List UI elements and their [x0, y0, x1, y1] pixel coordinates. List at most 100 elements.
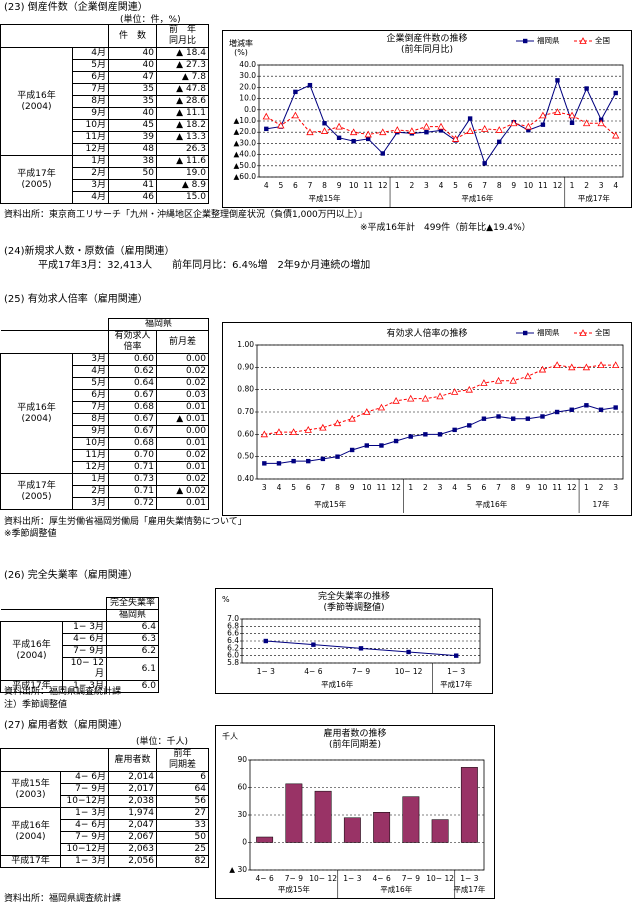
point	[393, 126, 401, 133]
legend-label: 全国	[595, 35, 610, 45]
cell: 0.73	[108, 473, 157, 486]
point	[291, 458, 296, 464]
cell: 0.00	[155, 425, 210, 438]
point	[582, 119, 591, 127]
x-tick-label: 1	[570, 181, 575, 190]
cell: 0.01	[155, 437, 210, 450]
point	[366, 136, 371, 142]
cell: 0.02	[155, 365, 210, 378]
cell: 64	[156, 783, 209, 796]
x-tick-label: 7− 9	[285, 874, 303, 883]
point	[597, 361, 605, 368]
cell: 0.02	[155, 473, 210, 486]
x-tick-label: 7− 9	[352, 667, 370, 676]
point	[598, 407, 604, 412]
y-tick-label: 60	[237, 783, 247, 792]
row-label: 7− 9月	[60, 783, 109, 796]
x-tick-label: 5	[291, 483, 296, 492]
point	[612, 361, 620, 368]
point	[379, 128, 387, 136]
row-label: 2月	[72, 485, 109, 498]
row-label: 4− 6月	[60, 771, 109, 784]
cell: ▲ 28.6	[156, 95, 209, 108]
point	[380, 151, 385, 156]
table-row: 12月 0.71 0.01	[1, 461, 210, 474]
cell: 0.02	[155, 377, 210, 390]
row-label: 12月	[72, 461, 109, 474]
data-table: 雇用者数 前年 同期差 平成15年 (2003) 4− 6月 2,014 6 7− 9月 2,…	[0, 748, 209, 868]
source: 資料出所：東京商工リサーチ「九州・沖縄地区企業整理倒産状況（負債1,000万円以…	[4, 210, 368, 220]
row-label: 1− 3月	[62, 621, 107, 634]
point	[465, 385, 473, 393]
row-label: 3月	[72, 179, 109, 192]
point	[307, 82, 313, 88]
row-label: 10−12月	[60, 795, 109, 808]
cell: ▲ 11.1	[156, 107, 209, 120]
plot-frame	[256, 344, 624, 480]
point	[275, 428, 283, 435]
table-row: 4月 0.62 0.02	[1, 365, 210, 378]
row-label: 1月	[72, 155, 109, 168]
y-tick-label: 0.40	[237, 474, 254, 483]
section-title: (26) 完全失業率（雇用関連）	[4, 570, 138, 581]
bar	[460, 767, 478, 843]
point	[613, 90, 618, 96]
x-tick-label: 3	[613, 483, 618, 492]
cell: 0.01	[155, 401, 210, 414]
point	[540, 122, 546, 127]
x-tick-label: 2	[409, 181, 414, 190]
cell: 27	[156, 807, 209, 820]
row-label: 9月	[72, 425, 109, 438]
x-tick-label: 3	[424, 181, 429, 190]
point	[597, 119, 605, 127]
x-tick-label: 6	[293, 181, 298, 190]
row-label: 3月	[72, 497, 109, 510]
cell: 2,067	[108, 831, 157, 844]
x-tick-label: 4	[452, 483, 457, 492]
row-label: 10−12月	[60, 843, 109, 856]
unit: (単位：件，%)	[120, 15, 181, 25]
table-row: 7− 9月 2,067 50	[1, 831, 209, 844]
table-row: 12月 48 26.3	[1, 143, 209, 156]
y-tick-label: ▲40.0	[234, 150, 257, 159]
y-tick-label: 0.90	[237, 362, 254, 371]
x-tick-label: 6	[468, 181, 473, 190]
legend-label: 福岡県	[537, 328, 560, 337]
point	[569, 120, 575, 125]
cell: 0.01	[155, 461, 210, 474]
point	[319, 423, 327, 431]
bar	[285, 783, 303, 843]
point	[526, 127, 531, 133]
x-group-label: 平成16年	[321, 679, 354, 689]
x-tick-label: 8	[335, 483, 340, 492]
legend-marker	[579, 37, 587, 44]
table-row: 10− 12月 6.1	[1, 657, 159, 681]
x-tick-label: 3	[438, 483, 443, 492]
cell: 2,038	[108, 795, 157, 808]
x-tick-label: 7	[320, 483, 325, 492]
x-tick-label: 2	[423, 483, 428, 492]
point	[450, 388, 459, 395]
point	[407, 394, 415, 402]
point	[351, 138, 356, 144]
header-row: 福岡県	[0, 318, 210, 331]
cell: 6.3	[106, 633, 159, 646]
point	[584, 86, 589, 91]
point	[262, 112, 270, 120]
point	[358, 646, 364, 651]
table-row: 平成17年 (2005) 1月 0.73 0.02	[0, 473, 210, 510]
x-group-label: 平成15年	[314, 499, 347, 509]
section-text: 平成17年3月：32,413人 前年同月比：6.4%増 2年9か月連続の増加	[38, 260, 371, 271]
cell: ▲ 0.01	[155, 413, 210, 426]
table-row: 平成16年 (2004) 1− 3月 6.4	[0, 621, 159, 681]
cell: 46	[108, 191, 157, 204]
cell: ▲ 11.6	[156, 155, 209, 168]
cell: ▲ 7.8	[156, 71, 209, 84]
section-title: (27) 雇用者数（雇用関連）	[4, 720, 128, 731]
point	[364, 130, 372, 138]
point	[335, 454, 340, 459]
point	[553, 108, 562, 115]
header-blank	[0, 318, 109, 331]
